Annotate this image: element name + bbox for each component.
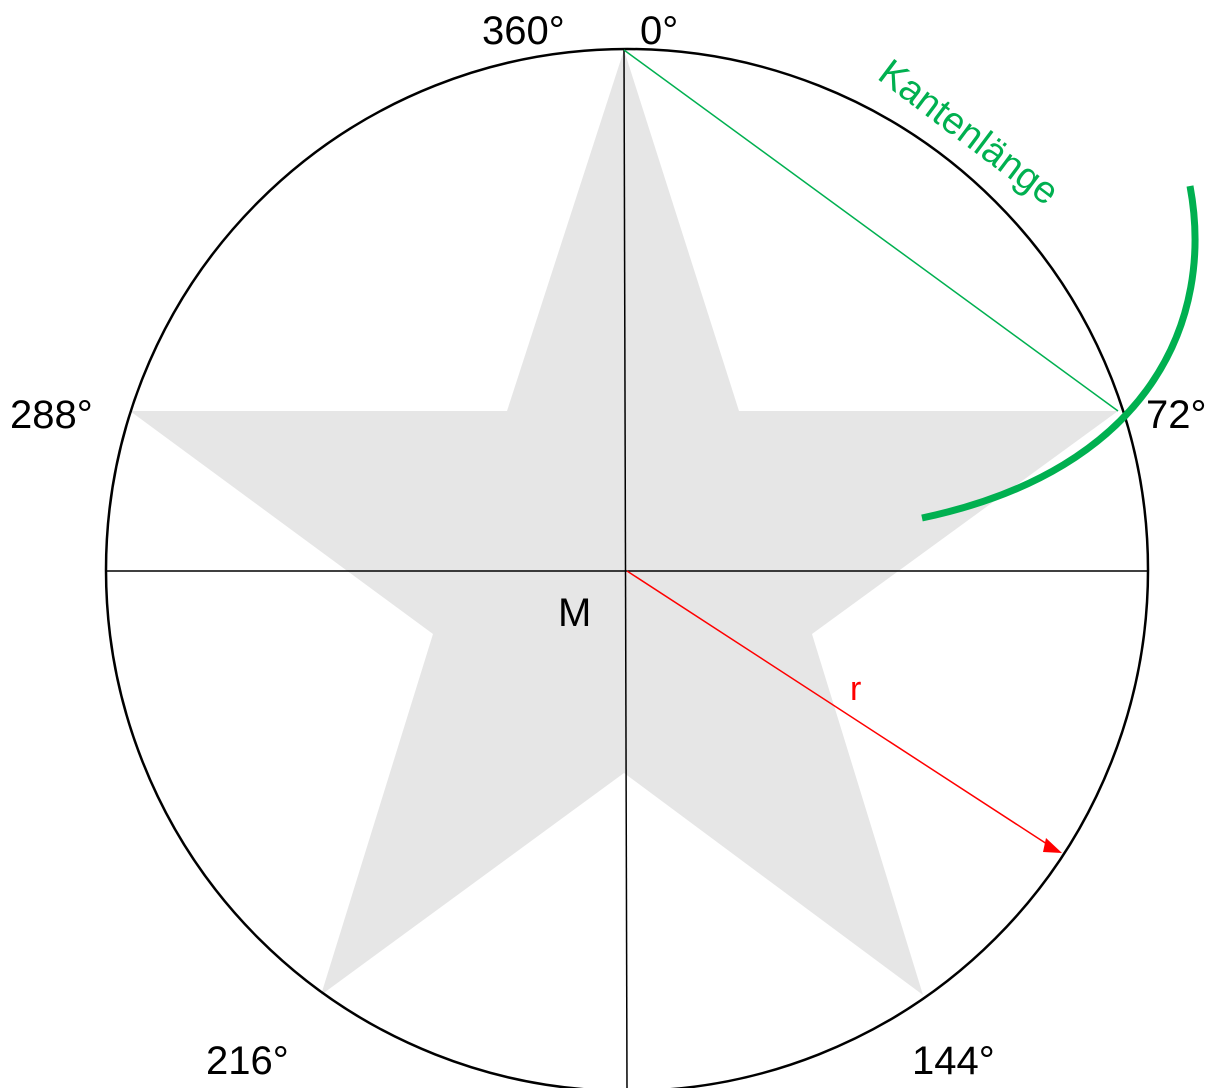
radius-line	[626, 570, 1051, 847]
angle-label-72: 72°	[1146, 393, 1207, 437]
angle-label-360: 360°	[482, 9, 565, 53]
angle-label-0: 0°	[640, 9, 678, 53]
angle-label-144: 144°	[912, 1039, 995, 1083]
edge-length-arc	[921, 185, 1199, 522]
circumcircle	[104, 47, 1150, 1088]
angle-label-216: 216°	[206, 1039, 289, 1083]
radius-arrowhead	[1043, 838, 1062, 853]
edge-length-label: Kantenlänge	[871, 52, 1067, 214]
vertical-axis	[623, 49, 628, 1088]
star-shape	[130, 50, 1118, 995]
radius-label: r	[850, 670, 861, 708]
angle-label-288: 288°	[10, 393, 93, 437]
edge-length-line	[623, 49, 1119, 412]
center-label: M	[558, 591, 591, 635]
